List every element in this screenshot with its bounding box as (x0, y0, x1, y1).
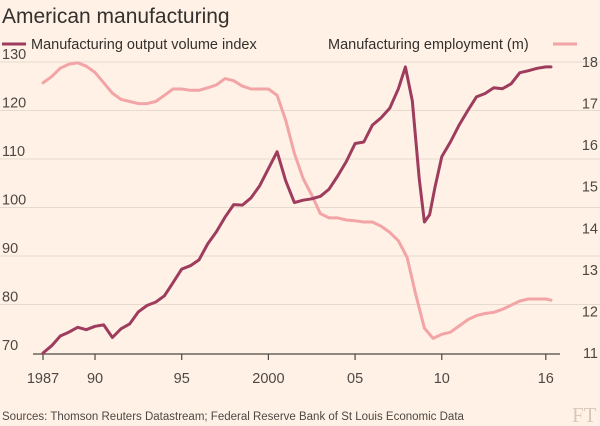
legend-label-employment: Manufacturing employment (m) (328, 37, 529, 53)
x-tick-label: 90 (87, 371, 103, 387)
x-tick-label: 10 (434, 371, 450, 387)
right-tick-label: 13 (582, 263, 598, 279)
right-tick-label: 16 (582, 138, 598, 154)
right-tick-label: 14 (582, 221, 598, 237)
ft-logo: FT (572, 403, 597, 426)
gridlines (0, 61, 600, 305)
x-tick-label: 95 (174, 371, 190, 387)
right-axis-ticks: 11 12 13 14 15 16 17 18 (582, 55, 598, 362)
left-tick-label: 80 (2, 290, 18, 306)
left-tick-label: 120 (2, 96, 26, 112)
left-tick-label: 130 (2, 47, 26, 63)
source-note: Sources: Thomson Reuters Datastream; Fed… (2, 411, 465, 423)
right-tick-label: 12 (582, 304, 598, 320)
right-tick-label: 15 (582, 180, 598, 196)
x-axis-ticks: 1987 90 95 2000 05 10 16 (27, 354, 554, 387)
x-tick-label: 1987 (27, 371, 59, 387)
series-line-output-index (41, 65, 553, 355)
x-tick-label: 2000 (252, 371, 284, 387)
series-layer (41, 61, 553, 355)
chart-title: American manufacturing (2, 5, 230, 28)
legend-label-output: Manufacturing output volume index (31, 37, 257, 53)
right-tick-label: 18 (582, 55, 598, 71)
right-tick-label: 11 (583, 346, 598, 362)
left-tick-label: 70 (2, 338, 18, 354)
right-tick-label: 17 (582, 97, 598, 113)
series-line-employment (41, 61, 553, 340)
x-tick-label: 16 (538, 371, 554, 387)
left-tick-label: 110 (2, 144, 25, 160)
legend: Manufacturing output volume index Manufa… (2, 37, 577, 53)
left-tick-label: 100 (2, 193, 26, 209)
x-tick-label: 05 (347, 371, 363, 387)
left-tick-label: 90 (2, 241, 18, 257)
left-axis-ticks: 70 80 90 100 110 120 130 (2, 47, 26, 354)
